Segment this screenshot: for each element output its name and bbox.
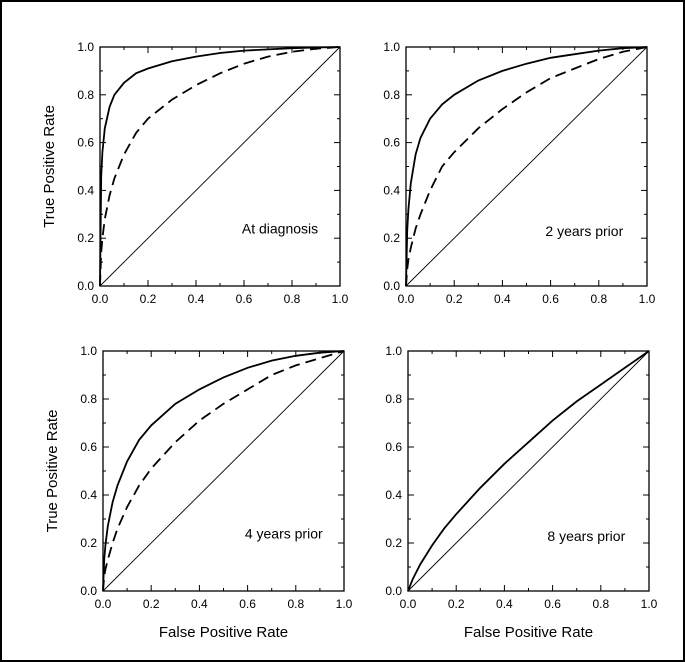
y-tick-label: 0.6 [383,136,400,150]
y-tick-label: 0.8 [383,88,400,102]
roc-panel-4: 0.0 0.2 0.4 0.6 0.8 1.0 0.0 0.2 0.4 0.6 0.8 1.0 Fals… [385,344,657,641]
y-axis-label: True Positive Rate [41,105,58,228]
x-tick-label: 0.2 [143,597,160,611]
panel-annotation: 8 years prior [547,528,625,544]
roc-curve-dashed [102,350,345,592]
x-tick-label: 0.2 [140,292,157,306]
y-tick-label: 0.4 [385,488,402,502]
x-tick-label: 0.4 [191,597,208,611]
roc-curve-solid [99,46,341,287]
x-axis-label: False Positive Rate [464,624,593,641]
y-tick-label: 0.4 [77,183,94,197]
y-tick-label: 0.8 [385,392,402,406]
roc-panel-1: 0.0 0.2 0.4 0.6 0.8 1.0 0.0 0.2 0.4 0.6 0.8 1.0 True… [41,40,349,306]
x-tick-label: 1.0 [336,597,353,611]
x-tick-label: 0.8 [592,597,609,611]
roc-curve-dashed [405,46,648,287]
x-tick-label: 0.6 [544,597,561,611]
roc-panel-2: 0.0 0.2 0.4 0.6 0.8 1.0 0.0 0.2 0.4 0.6 0.8 1.0 2 ye… [383,40,655,306]
x-tick-label: 0.0 [400,597,417,611]
y-tick-label: 0.6 [385,440,402,454]
panel-annotation: At diagnosis [242,221,318,237]
chance-diagonal [407,350,650,592]
panel-annotation: 4 years prior [245,525,323,541]
x-tick-label: 0.6 [239,597,256,611]
y-tick-label: 0.8 [80,392,97,406]
x-tick-label: 0.8 [284,292,301,306]
chance-diagonal [102,350,345,592]
y-tick-label: 0.6 [77,136,94,150]
x-tick-label: 0.4 [494,292,511,306]
roc-curve-solid [407,350,650,592]
x-tick-label: 0.0 [398,292,415,306]
y-tick-label: 0.0 [383,279,400,293]
x-tick-label: 0.2 [446,292,463,306]
y-tick-label: 1.0 [383,40,400,54]
y-tick-label: 1.0 [80,344,97,358]
roc-curve-solid [102,350,345,592]
x-tick-label: 1.0 [332,292,349,306]
y-tick-label: 0.2 [383,231,400,245]
y-tick-label: 0.0 [385,584,402,598]
y-tick-label: 0.6 [80,440,97,454]
x-tick-label: 0.0 [95,597,112,611]
roc-panel-3: 0.0 0.2 0.4 0.6 0.8 1.0 0.0 0.2 0.4 0.6 0.8 1.0 True… [44,344,353,641]
x-tick-label: 0.4 [188,292,205,306]
x-tick-label: 0.4 [496,597,513,611]
y-tick-label: 0.2 [385,536,402,550]
x-tick-label: 0.0 [92,292,109,306]
x-tick-label: 0.8 [590,292,607,306]
chance-diagonal [405,46,648,287]
y-tick-label: 0.0 [80,584,97,598]
y-tick-label: 0.4 [383,183,400,197]
y-tick-label: 0.2 [77,231,94,245]
x-tick-label: 1.0 [639,292,656,306]
y-tick-label: 1.0 [77,40,94,54]
x-tick-label: 0.6 [542,292,559,306]
x-tick-label: 1.0 [641,597,658,611]
x-tick-label: 0.6 [236,292,253,306]
chance-diagonal [99,46,341,287]
y-axis-label: True Positive Rate [44,410,61,533]
x-tick-label: 0.8 [287,597,304,611]
roc-curve-dashed [99,46,341,287]
y-tick-label: 0.2 [80,536,97,550]
x-tick-label: 0.2 [448,597,465,611]
y-tick-label: 0.8 [77,88,94,102]
roc-curve-solid [405,46,648,287]
y-tick-label: 0.4 [80,488,97,502]
panel-annotation: 2 years prior [545,223,623,239]
y-tick-label: 0.0 [77,279,94,293]
x-axis-label: False Positive Rate [159,624,288,641]
y-tick-label: 1.0 [385,344,402,358]
